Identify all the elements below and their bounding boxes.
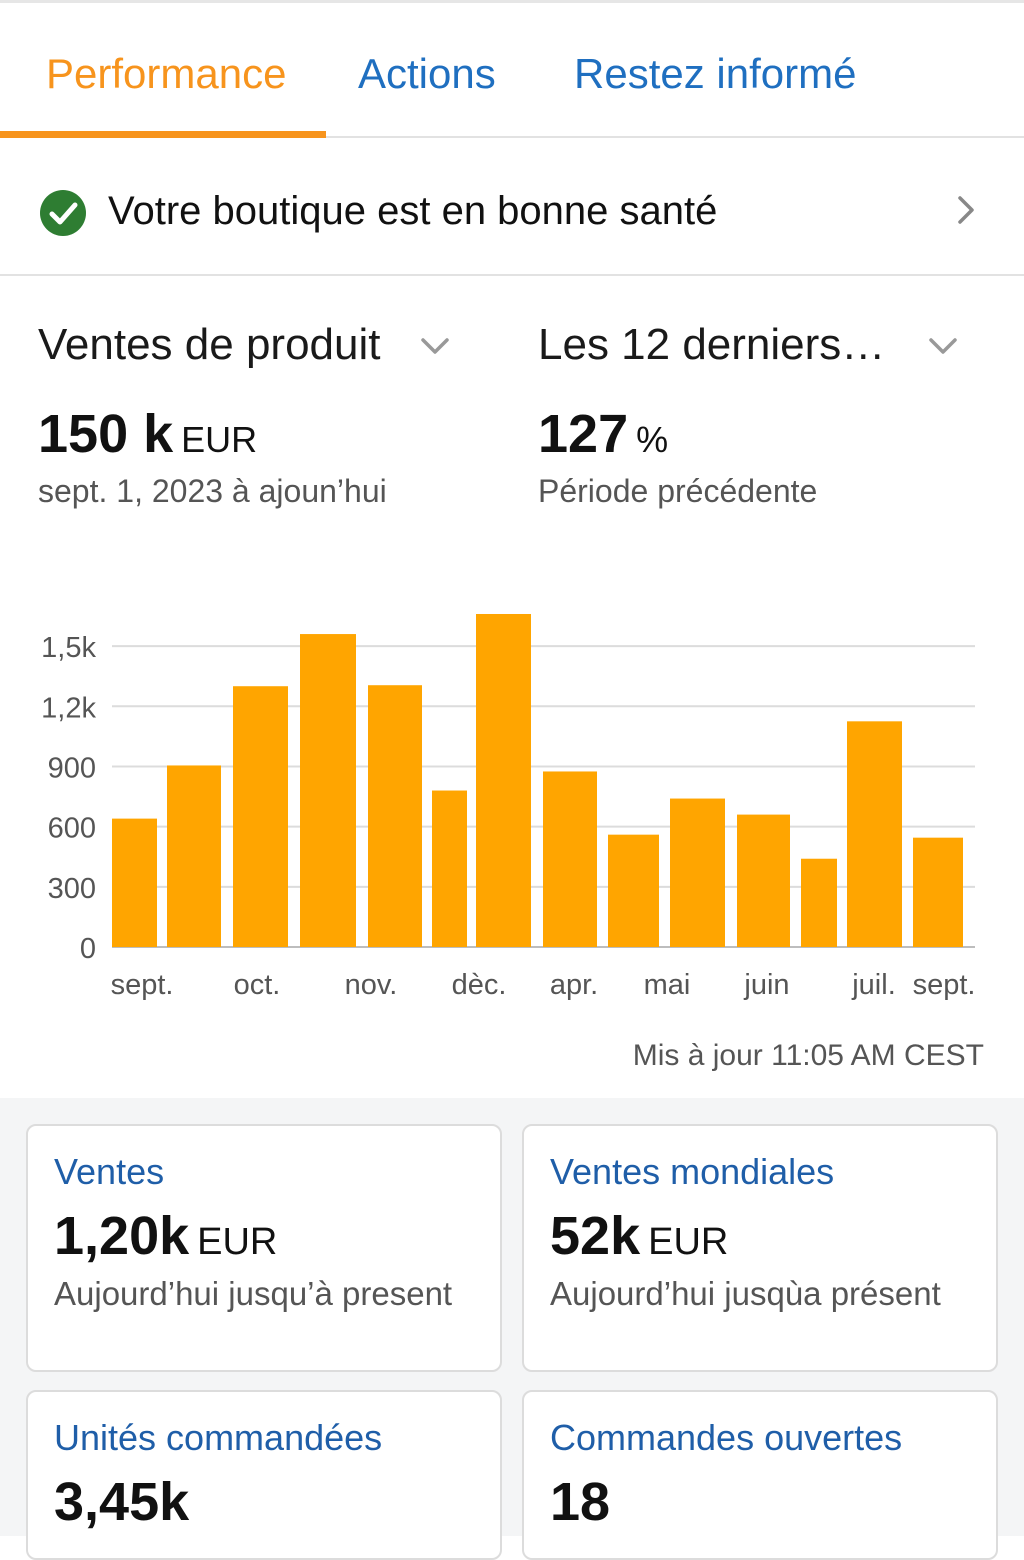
active-tab-indicator [0, 131, 326, 138]
kpi-value-unit: EUR [197, 1221, 278, 1263]
last-updated: Mis à jour 11:05 AM CEST [632, 1039, 984, 1072]
kpi-card-title: Unités commandées [54, 1417, 383, 1458]
tab-bar: Performance Actions Restez informé [0, 3, 1024, 138]
sales-bar-chart: 0 300 600 900 1,2k 1,5k sept. oct. nov. dèc. apr.… [41, 613, 976, 1001]
bar[interactable] [432, 790, 467, 947]
kpi-value-unit: EUR [648, 1221, 729, 1263]
bar[interactable] [543, 771, 597, 947]
kpi-card-unites-commandees[interactable]: Unités commandées 3,45k [26, 1390, 502, 1560]
growth-label: Période précédente [538, 473, 818, 509]
bar[interactable] [737, 814, 790, 947]
chevron-right-icon [958, 196, 974, 224]
sales-total-unit: EUR [181, 419, 258, 460]
bar[interactable] [476, 613, 531, 947]
y-tick-label: 1,5k [41, 632, 96, 664]
x-tick-label: dèc. [452, 969, 507, 1001]
top-divider [0, 0, 1024, 3]
chevron-down-icon[interactable] [420, 334, 450, 358]
sales-period: sept. 1, 2023 à ajoun’hui [38, 473, 387, 509]
bar[interactable] [608, 834, 659, 947]
kpi-cards-section: Ventes 1,20k EUR Aujourd’hui jusqu’à pres… [0, 1098, 1024, 1560]
x-tick-label: juin [743, 969, 789, 1001]
kpi-card-ventes-mondiales[interactable]: Ventes mondiales 52k EUR Aujourd’hui jusq… [522, 1124, 998, 1372]
store-health-text: Votre boutique est en bonne santé [108, 189, 718, 233]
kpi-value-number: 1,20k [54, 1206, 190, 1266]
period-dropdown[interactable]: Les 12 derniers… [538, 320, 886, 369]
kpi-card-commandes-ouvertes[interactable]: Commandes ouvertes 18 [522, 1390, 998, 1560]
kpi-card-subtitle: Aujourd’hui jusqu’à present [54, 1275, 453, 1312]
x-tick-label: sept. [913, 969, 976, 1001]
growth-total: 127% [538, 402, 668, 472]
growth-value: 127 [538, 404, 629, 464]
x-tick-label: juil. [851, 969, 896, 1001]
x-tick-label: nov. [345, 969, 398, 1001]
sales-total-value: 150 k [38, 404, 174, 464]
y-tick-label: 1,2k [41, 692, 96, 724]
kpi-value-number: 18 [550, 1472, 611, 1532]
bar[interactable] [112, 818, 157, 947]
store-health-row[interactable]: Votre boutique est en bonne santé [0, 140, 1024, 276]
kpi-card-title: Ventes mondiales [550, 1151, 835, 1192]
x-tick-label: oct. [234, 969, 281, 1001]
kpi-card-value: 52k EUR [550, 1204, 728, 1274]
metric-dropdown[interactable]: Ventes de produit [38, 320, 381, 369]
x-tick-label: apr. [550, 969, 598, 1001]
y-tick-label: 0 [80, 933, 96, 965]
bar[interactable] [670, 798, 725, 947]
x-tick-label: sept. [111, 969, 174, 1001]
y-tick-label: 300 [48, 873, 96, 905]
kpi-card-subtitle: Aujourd’hui jusqùa présent [550, 1275, 941, 1312]
kpi-value-number: 52k [550, 1206, 641, 1266]
bar[interactable] [300, 634, 356, 947]
chevron-down-icon[interactable] [928, 334, 958, 358]
growth-unit: % [636, 419, 669, 460]
bar[interactable] [233, 686, 288, 947]
kpi-card-value: 3,45k [54, 1470, 189, 1534]
x-tick-label: mai [644, 969, 691, 1001]
kpi-card-value: 18 [550, 1470, 610, 1534]
bar[interactable] [167, 765, 221, 947]
kpi-card-ventes[interactable]: Ventes 1,20k EUR Aujourd’hui jusqu’à pres… [26, 1124, 502, 1372]
bar[interactable] [913, 837, 963, 947]
check-circle-icon [40, 190, 86, 236]
kpi-card-title: Ventes [54, 1151, 165, 1192]
sales-total: 150 k EUR [38, 402, 257, 472]
bar[interactable] [801, 858, 837, 947]
tab-actions[interactable]: Actions [358, 50, 496, 97]
tab-performance[interactable]: Performance [46, 50, 287, 97]
kpi-card-title: Commandes ouvertes [550, 1417, 903, 1458]
kpi-value-number: 3,45k [54, 1472, 190, 1532]
bar[interactable] [847, 721, 902, 947]
y-tick-label: 900 [48, 752, 96, 784]
kpi-card-value: 1,20k EUR [54, 1204, 277, 1274]
tab-restez-informe[interactable]: Restez informé [574, 50, 857, 97]
bar[interactable] [368, 685, 422, 947]
y-tick-label: 600 [48, 813, 96, 845]
